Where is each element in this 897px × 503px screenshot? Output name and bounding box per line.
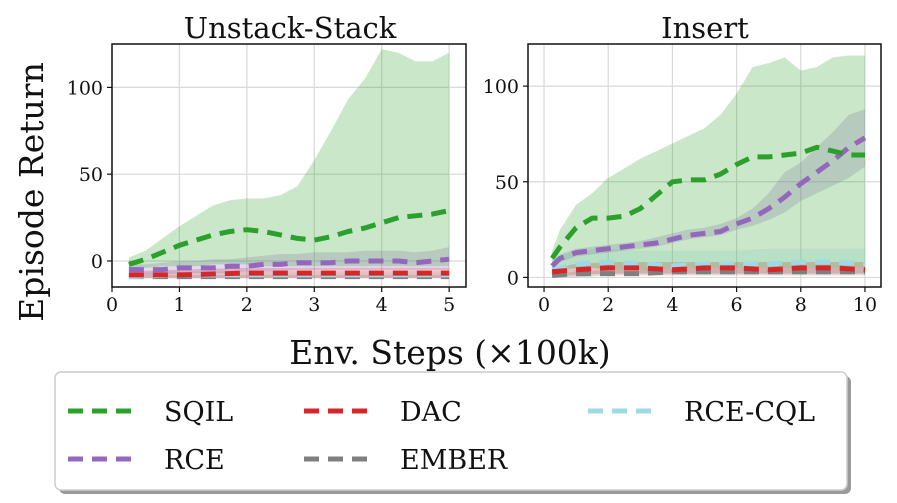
legend-label-rce-cql: RCE-CQL (684, 397, 815, 428)
band-sqil (128, 49, 450, 270)
axes-frame (527, 43, 882, 288)
axes-frame (111, 43, 467, 288)
x-tick-label: 4 (666, 294, 678, 316)
series-line-rce (128, 256, 450, 273)
x-tick-label: 4 (376, 294, 388, 316)
y-tick-label: 0 (91, 251, 103, 273)
legend-box (54, 371, 848, 491)
series-line-dac (551, 265, 866, 275)
plot-area (128, 49, 450, 280)
series-line-rce (550, 135, 867, 268)
y-tick-label: 50 (495, 172, 519, 194)
y-axis-label: Episode Return (12, 62, 51, 322)
x-axis-label: Env. Steps (×100k) (289, 333, 610, 372)
legend-label-sqil: SQIL (164, 397, 233, 428)
y-tick-label: 50 (79, 164, 103, 186)
x-tick-label: 10 (853, 294, 877, 316)
x-tick-label: 5 (443, 294, 455, 316)
x-tick-label: 0 (538, 294, 550, 316)
series-line-sqil (550, 144, 865, 260)
x-tick-label: 3 (308, 294, 320, 316)
x-tick-label: 6 (731, 294, 743, 316)
x-tick-label: 2 (241, 294, 253, 316)
x-tick-label: 1 (173, 294, 185, 316)
legend-label-rce: RCE (164, 445, 225, 476)
legend-label-dac: DAC (400, 397, 462, 428)
plot-area (550, 55, 867, 278)
series-line-rce-cql (551, 259, 866, 273)
legend: SQIL DAC RCE-CQL RCE EMBER (54, 371, 851, 494)
x-tick-label: 0 (106, 294, 118, 316)
x-tick-label: 8 (795, 294, 807, 316)
series-line-sqil (128, 208, 450, 267)
y-tick-label: 0 (507, 267, 519, 289)
series-line-dac (128, 270, 450, 278)
y-tick-label: 100 (483, 76, 519, 98)
x-tick-label: 2 (602, 294, 614, 316)
band-sqil (552, 55, 865, 272)
series-line-ember (551, 269, 865, 278)
legend-label-ember: EMBER (400, 445, 508, 476)
y-tick-label: 100 (67, 77, 103, 99)
panel-title: Unstack-Stack (184, 11, 397, 45)
panel-title: Insert (661, 11, 749, 45)
